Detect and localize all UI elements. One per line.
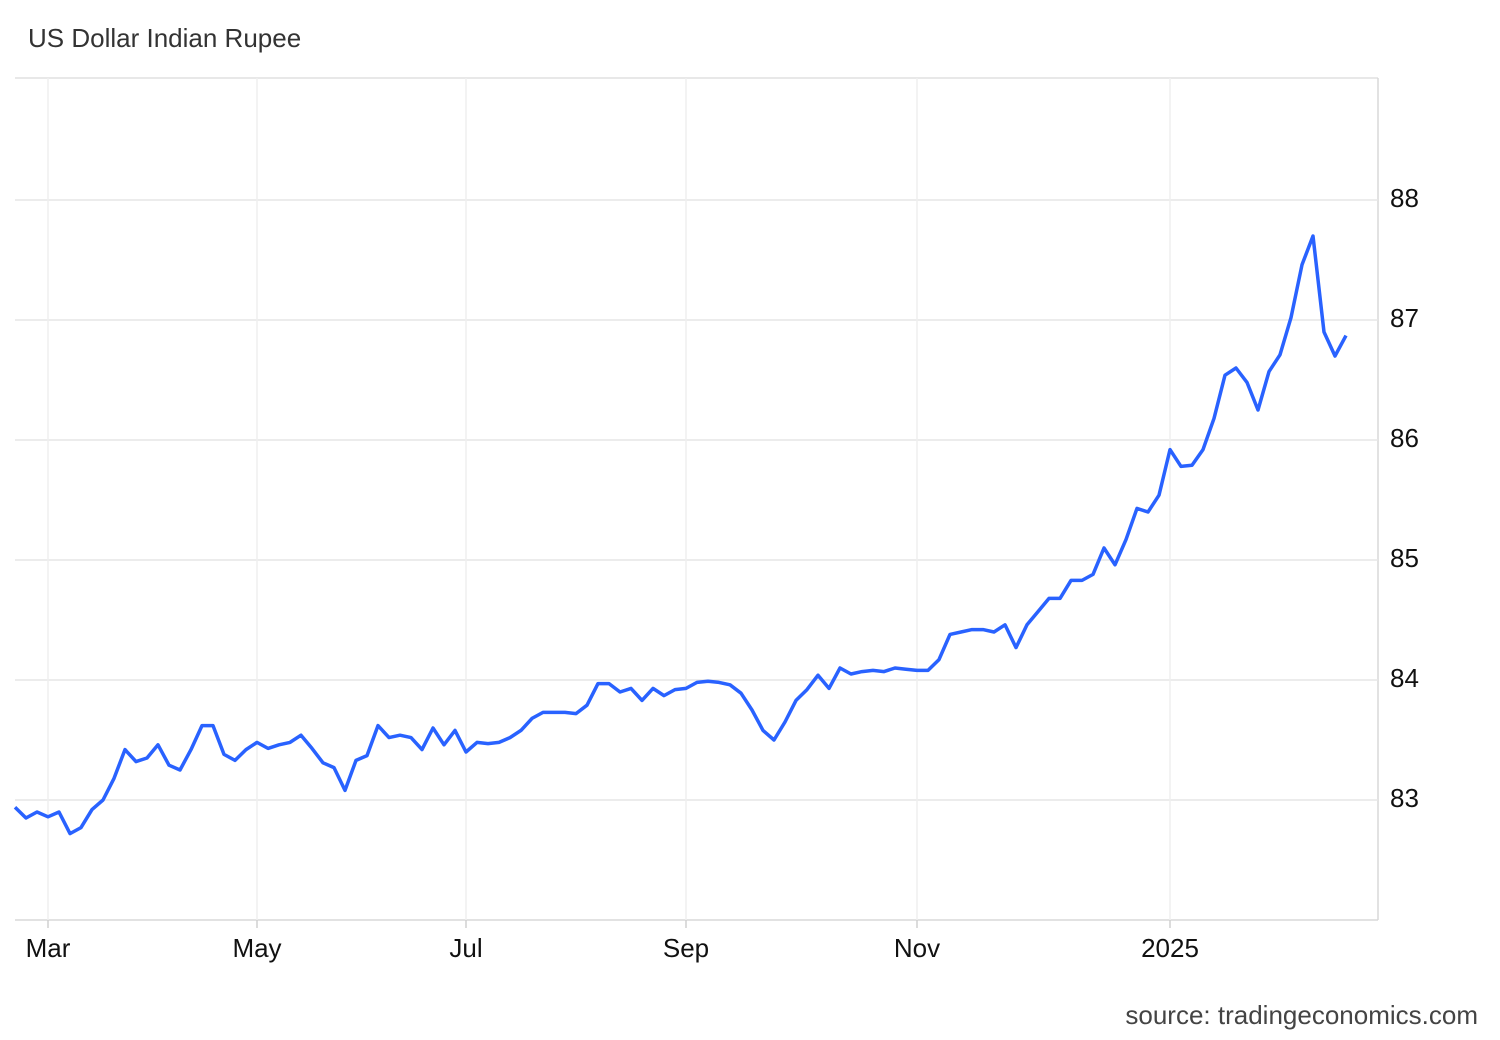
y-tick-label: 85 <box>1390 543 1419 573</box>
y-tick-label: 86 <box>1390 423 1419 453</box>
price-line <box>13 234 1348 836</box>
y-tick-label: 84 <box>1390 663 1419 693</box>
x-tick-label: Nov <box>894 933 940 963</box>
source-note: source: tradingeconomics.com <box>1125 1000 1478 1030</box>
x-tick-label: Mar <box>26 933 71 963</box>
x-tick-label: 2025 <box>1141 933 1199 963</box>
x-tick-label: Jul <box>449 933 482 963</box>
x-tick-label: May <box>232 933 281 963</box>
y-tick-label: 87 <box>1390 303 1419 333</box>
y-tick-label: 83 <box>1390 783 1419 813</box>
x-tick-label: Sep <box>663 933 709 963</box>
chart-title: US Dollar Indian Rupee <box>28 23 301 53</box>
y-tick-label: 88 <box>1390 183 1419 213</box>
